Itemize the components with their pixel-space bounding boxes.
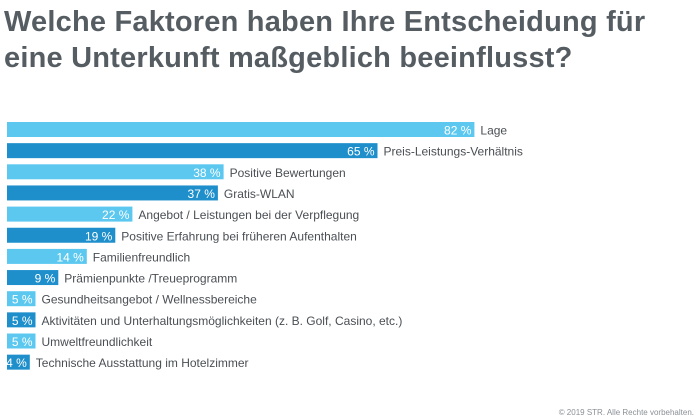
- category-label-10: Aktivitäten und Unterhaltungsmöglichkeit…: [42, 314, 403, 328]
- category-label-1: Lage: [480, 124, 507, 138]
- bar-value-label-9: 5 %: [12, 293, 33, 307]
- bar-4: [7, 185, 218, 201]
- bar-value-label-4: 37 %: [188, 187, 216, 201]
- category-label-5: Angebot / Leistungen bei der Verpflegung: [138, 208, 359, 222]
- bar-value-label-6: 19 %: [85, 229, 113, 243]
- category-label-7: Familienfreundlich: [93, 250, 190, 264]
- bar-5: [7, 206, 133, 222]
- bar-6: [7, 227, 116, 243]
- category-label-8: Prämienpunkte /Treueprogramm: [64, 272, 237, 286]
- bar-10: [7, 312, 36, 328]
- chart-title: Welche Faktoren haben Ihre Entscheidung …: [4, 6, 646, 74]
- category-label-11: Umweltfreundlichkeit: [42, 335, 153, 349]
- bar-value-label-12: 4 %: [6, 356, 27, 370]
- category-label-9: Gesundheitsangebot / Wellnessbereiche: [42, 293, 258, 307]
- bar-value-label-11: 5 %: [12, 335, 33, 349]
- bar-value-label-3: 38 %: [193, 166, 221, 180]
- bar-1: [7, 122, 475, 137]
- copyright-notice: © 2019 STR. Alle Rechte vorbehalten.: [558, 408, 694, 417]
- bar-value-label-1: 82 %: [444, 124, 472, 138]
- bar-12: [7, 354, 30, 370]
- bar-2: [7, 143, 378, 159]
- bar-value-label-10: 5 %: [12, 314, 33, 328]
- category-label-2: Preis-Leistungs-Verhältnis: [384, 145, 523, 159]
- category-label-6: Positive Erfahrung bei früheren Aufentha…: [121, 229, 356, 243]
- bar-8: [7, 270, 59, 286]
- bar-value-label-5: 22 %: [102, 208, 130, 222]
- category-label-3: Positive Bewertungen: [230, 166, 346, 180]
- bar-value-label-8: 9 %: [35, 272, 56, 286]
- bar-value-label-2: 65 %: [347, 145, 375, 159]
- category-label-4: Gratis-WLAN: [224, 187, 295, 201]
- bar-3: [7, 164, 224, 180]
- bar-9: [7, 291, 36, 307]
- bar-value-label-7: 14 %: [56, 250, 84, 264]
- category-label-12: Technische Ausstattung im Hotelzimmer: [36, 356, 249, 370]
- bar-7: [7, 248, 87, 264]
- bar-11: [7, 333, 36, 349]
